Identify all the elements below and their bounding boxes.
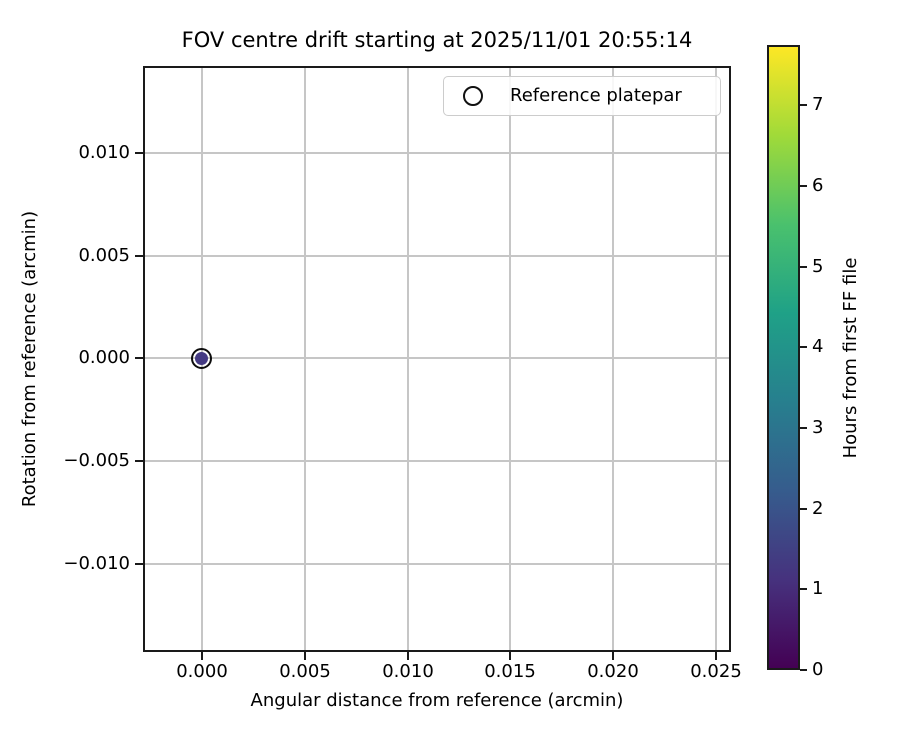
x-gridline	[304, 68, 306, 650]
x-tick-label: 0.015	[484, 661, 536, 682]
y-tick	[135, 357, 143, 359]
colorbar-tick	[800, 104, 807, 106]
x-tick	[201, 652, 203, 660]
reference-platepar-marker	[191, 348, 212, 369]
colorbar-tick	[800, 427, 807, 429]
x-tick-label: 0.000	[176, 661, 228, 682]
colorbar-tick	[800, 669, 807, 671]
colorbar-tick	[800, 266, 807, 268]
y-tick	[135, 255, 143, 257]
y-gridline	[145, 357, 729, 359]
x-tick	[304, 652, 306, 660]
colorbar-tick-label: 3	[812, 417, 824, 438]
data-point	[195, 352, 208, 365]
colorbar-tick-label: 0	[812, 659, 824, 680]
colorbar-tick	[800, 185, 807, 187]
x-tick	[715, 652, 717, 660]
x-tick	[612, 652, 614, 660]
y-tick-label: −0.010	[63, 553, 130, 574]
colorbar-tick-label: 4	[812, 336, 824, 357]
colorbar	[767, 45, 800, 670]
y-tick	[135, 460, 143, 462]
open-circle-icon	[463, 86, 483, 106]
y-axis-label: Rotation from reference (arcmin)	[19, 210, 40, 508]
legend-label: Reference platepar	[510, 85, 682, 106]
y-gridline	[145, 152, 729, 154]
legend: Reference platepar	[443, 76, 721, 116]
x-tick	[509, 652, 511, 660]
x-gridline	[715, 68, 717, 650]
x-gridline	[407, 68, 409, 650]
colorbar-tick	[800, 588, 807, 590]
colorbar-tick-label: 1	[812, 578, 824, 599]
x-tick-label: 0.020	[587, 661, 639, 682]
x-gridline	[509, 68, 511, 650]
x-axis-label: Angular distance from reference (arcmin)	[250, 690, 624, 711]
y-tick-label: 0.010	[78, 142, 130, 163]
y-tick	[135, 563, 143, 565]
x-tick	[407, 652, 409, 660]
x-gridline	[612, 68, 614, 650]
colorbar-tick-label: 5	[812, 256, 824, 277]
x-tick-label: 0.025	[690, 661, 742, 682]
y-gridline	[145, 255, 729, 257]
y-gridline	[145, 460, 729, 462]
colorbar-tick	[800, 508, 807, 510]
y-tick-label: 0.005	[78, 245, 130, 266]
x-tick-label: 0.005	[279, 661, 331, 682]
colorbar-tick-label: 7	[812, 94, 824, 115]
colorbar-tick	[800, 346, 807, 348]
plot-area: Reference platepar	[143, 66, 731, 652]
y-gridline	[145, 563, 729, 565]
colorbar-tick-label: 2	[812, 498, 824, 519]
colorbar-label: Hours from first FF file	[840, 257, 861, 459]
y-tick-label: −0.005	[63, 450, 130, 471]
x-tick-label: 0.010	[382, 661, 434, 682]
chart-title: FOV centre drift starting at 2025/11/01 …	[181, 28, 693, 52]
y-tick-label: 0.000	[78, 347, 130, 368]
y-tick	[135, 152, 143, 154]
colorbar-tick-label: 6	[812, 175, 824, 196]
